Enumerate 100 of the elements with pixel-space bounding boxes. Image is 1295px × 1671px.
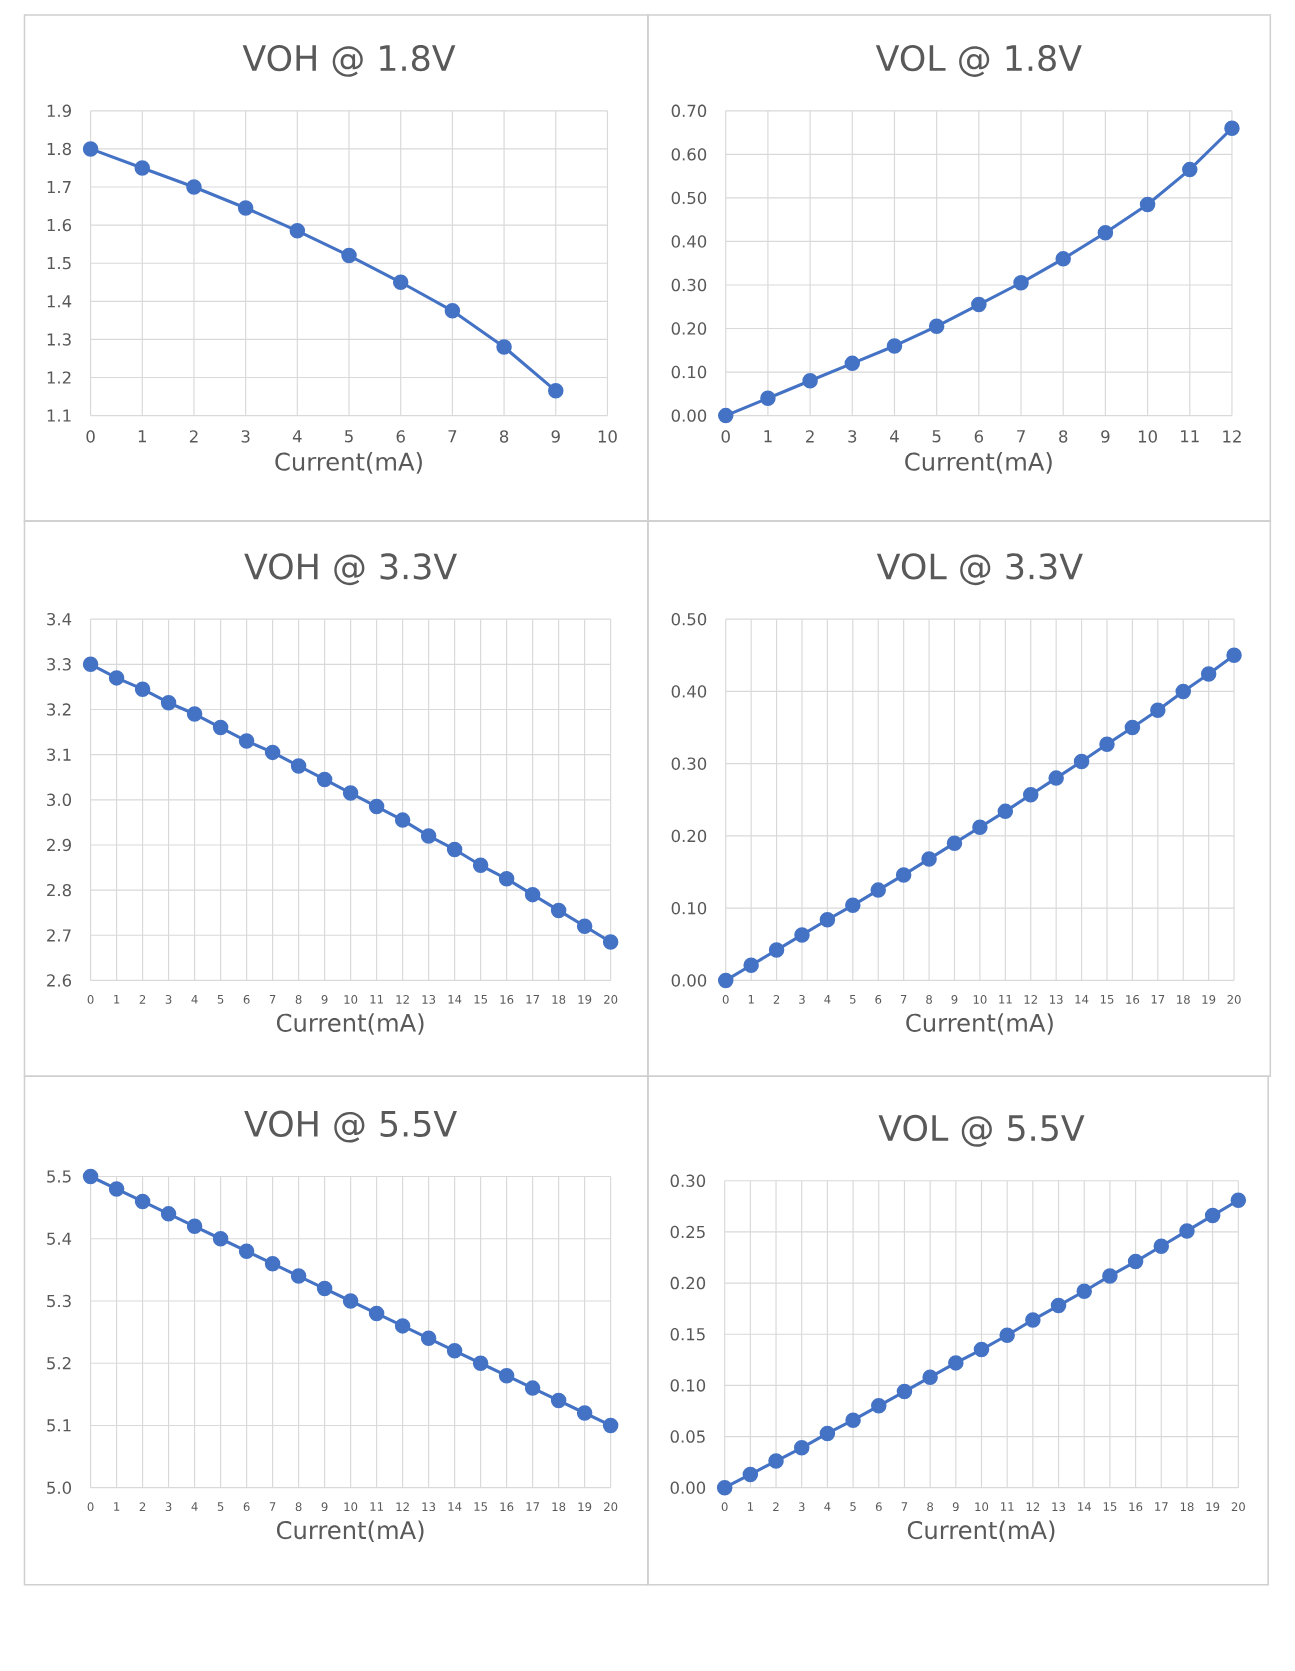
y-tick-label: 0.20 bbox=[670, 1276, 706, 1290]
point bbox=[393, 274, 409, 291]
x-tick-label: 11 bbox=[370, 1502, 384, 1511]
point bbox=[999, 1327, 1016, 1344]
chart-title: VOL @ 1.8V bbox=[875, 44, 1082, 77]
x-tick-label: 7 bbox=[448, 430, 457, 443]
y-tick-label: 0.10 bbox=[671, 365, 707, 379]
y-tick-label: 0.30 bbox=[671, 757, 707, 770]
y-tick-label: 0.10 bbox=[670, 1379, 706, 1392]
x-tick-label: 13 bbox=[1052, 1502, 1066, 1512]
point bbox=[819, 911, 836, 928]
x-tick-label: 16 bbox=[500, 995, 514, 1004]
x-tick-label: 19 bbox=[578, 1502, 592, 1512]
x-tick-label: 7 bbox=[900, 995, 907, 1004]
point bbox=[316, 1280, 333, 1297]
y-tick-label: 3.0 bbox=[47, 793, 72, 807]
point bbox=[290, 758, 307, 774]
x-tick-label: 14 bbox=[1078, 1502, 1092, 1511]
y-tick-label: 1.4 bbox=[47, 295, 72, 308]
x-axis-title: Current(mA) bbox=[277, 1013, 424, 1035]
point bbox=[237, 200, 254, 216]
x-tick-label: 1 bbox=[114, 1502, 120, 1511]
point bbox=[420, 1330, 437, 1347]
point bbox=[602, 934, 619, 950]
x-tick-label: 5 bbox=[217, 995, 224, 1004]
y-tick-label: 0.60 bbox=[671, 148, 707, 161]
point bbox=[1201, 666, 1217, 682]
point bbox=[1175, 683, 1192, 700]
point bbox=[420, 828, 437, 844]
x-tick-label: 19 bbox=[578, 995, 592, 1004]
y-tick-label: 0.70 bbox=[671, 104, 707, 118]
chart-title: VOH @ 3.3V bbox=[244, 553, 458, 586]
point bbox=[1150, 702, 1166, 718]
y-tick-label: 2.9 bbox=[47, 838, 72, 852]
y-tick-label: 1.7 bbox=[47, 181, 71, 194]
y-tick-label: 1.5 bbox=[47, 257, 71, 270]
y-tick-label: 0.00 bbox=[670, 1481, 706, 1494]
x-tick-label: 6 bbox=[875, 1502, 882, 1512]
y-tick-label: 0.00 bbox=[671, 974, 707, 987]
x-tick-label: 7 bbox=[1017, 430, 1025, 443]
x-tick-label: 19 bbox=[1206, 1502, 1220, 1512]
x-axis-title: Current(mA) bbox=[277, 1520, 424, 1543]
point bbox=[134, 681, 151, 697]
point bbox=[548, 383, 564, 399]
x-tick-label: 5 bbox=[850, 995, 856, 1004]
x-tick-label: 4 bbox=[191, 1502, 198, 1511]
x-tick-label: 12 bbox=[396, 995, 409, 1004]
x-tick-label: 6 bbox=[396, 430, 405, 443]
x-tick-label: 4 bbox=[191, 995, 198, 1004]
y-tick-label: 2.6 bbox=[47, 974, 72, 987]
x-tick-label: 6 bbox=[974, 430, 984, 443]
point bbox=[1099, 736, 1115, 752]
x-tick-label: 3 bbox=[241, 430, 250, 443]
x-tick-label: 6 bbox=[243, 1502, 250, 1512]
point bbox=[819, 1425, 836, 1442]
point bbox=[264, 1255, 281, 1272]
x-tick-label: 1 bbox=[764, 430, 772, 443]
x-tick-label: 1 bbox=[138, 430, 147, 443]
x-tick-label: 0 bbox=[722, 995, 729, 1004]
point bbox=[845, 897, 861, 914]
point bbox=[896, 1383, 913, 1400]
point bbox=[186, 179, 202, 195]
point bbox=[368, 1305, 385, 1322]
point bbox=[1050, 1297, 1067, 1314]
point bbox=[212, 1231, 229, 1247]
y-tick-label: 0.15 bbox=[670, 1328, 705, 1341]
y-tick-label: 0.50 bbox=[671, 612, 707, 626]
point bbox=[264, 744, 281, 761]
chart-title: VOH @ 5.5V bbox=[244, 1110, 458, 1143]
y-tick-label: 0.00 bbox=[671, 409, 707, 422]
y-tick-label: 3.3 bbox=[47, 658, 71, 671]
point bbox=[1179, 1223, 1195, 1239]
point bbox=[134, 1193, 151, 1210]
x-tick-label: 2 bbox=[773, 995, 780, 1004]
point bbox=[108, 1181, 125, 1197]
x-tick-label: 9 bbox=[951, 995, 958, 1004]
x-tick-label: 11 bbox=[1181, 430, 1199, 443]
point bbox=[743, 957, 759, 974]
x-tick-label: 11 bbox=[1001, 1502, 1014, 1511]
point bbox=[886, 338, 903, 354]
x-tick-label: 11 bbox=[370, 995, 384, 1004]
point bbox=[929, 318, 945, 335]
y-tick-label: 2.7 bbox=[47, 929, 71, 942]
point bbox=[768, 1453, 784, 1469]
chart-title: VOH @ 1.8V bbox=[242, 44, 456, 77]
y-tick-label: 0.30 bbox=[670, 1174, 706, 1188]
x-tick-label: 2 bbox=[806, 430, 814, 443]
x-tick-label: 15 bbox=[1100, 995, 1114, 1004]
chart-title: VOL @ 3.3V bbox=[877, 553, 1083, 586]
point bbox=[760, 390, 776, 406]
point bbox=[718, 407, 734, 424]
x-tick-label: 17 bbox=[526, 1502, 540, 1511]
point bbox=[1224, 120, 1240, 136]
x-tick-label: 2 bbox=[139, 1502, 146, 1511]
point bbox=[1182, 161, 1198, 178]
x-tick-label: 1 bbox=[114, 995, 120, 1004]
x-tick-label: 4 bbox=[890, 430, 899, 443]
point bbox=[1076, 1283, 1093, 1300]
y-tick-label: 1.8 bbox=[47, 142, 72, 156]
point bbox=[238, 733, 255, 749]
